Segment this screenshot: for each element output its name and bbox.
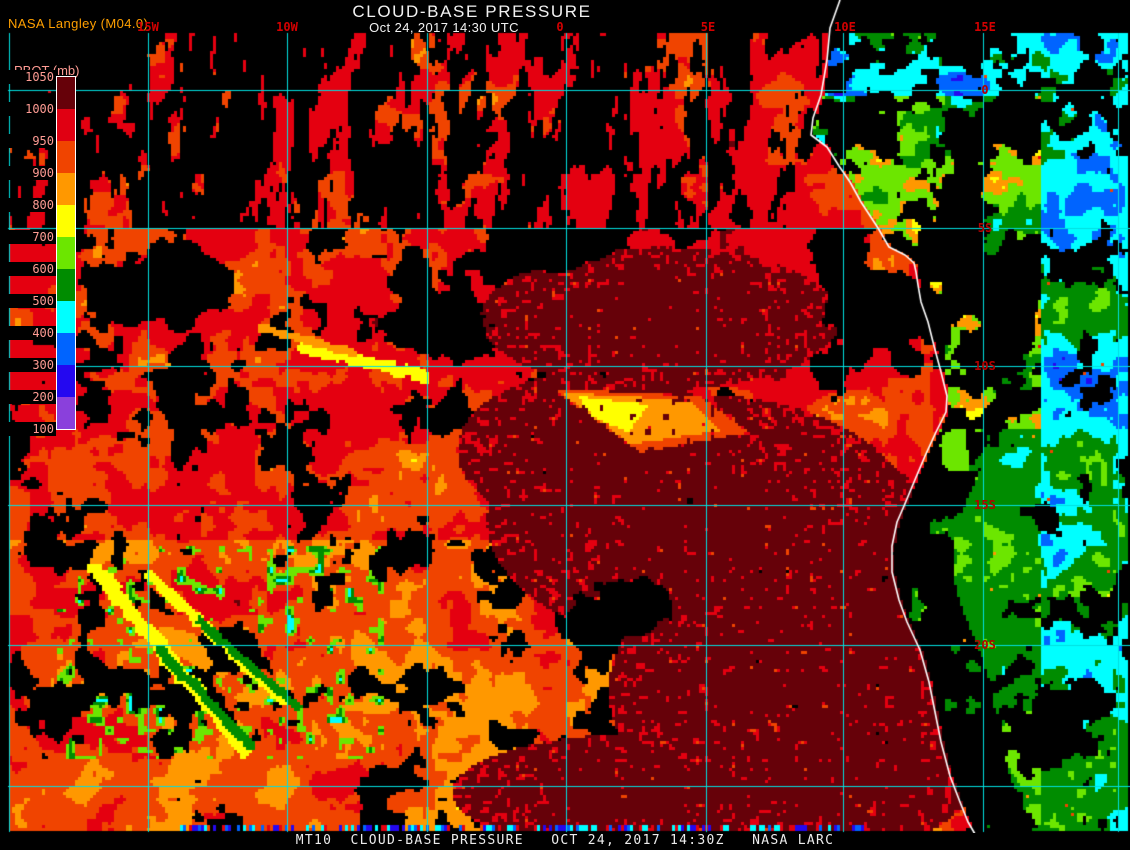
colorbar-swatch-9 bbox=[57, 365, 75, 397]
lat-label-5S: 5S bbox=[977, 221, 993, 235]
lon-label-5E: 5E bbox=[700, 20, 716, 34]
lat-label-15S: 15S bbox=[974, 498, 996, 512]
colorbar-tick-950: 950 bbox=[4, 134, 56, 148]
colorbar-swatch-3 bbox=[57, 173, 75, 205]
page-title: CLOUD-BASE PRESSURE bbox=[352, 2, 592, 21]
lon-label-15E: 15E bbox=[974, 20, 996, 34]
lat-label-0: 0 bbox=[981, 83, 989, 97]
colorbar-swatch-10 bbox=[57, 397, 75, 429]
colorbar-tick-700: 700 bbox=[4, 230, 56, 244]
colorbar-tick-800: 800 bbox=[4, 198, 56, 212]
colorbar-tick-1000: 1000 bbox=[4, 102, 56, 116]
colorbar-tick-1050: 1050 bbox=[4, 70, 56, 84]
colorbar-tick-400: 400 bbox=[4, 326, 56, 340]
lat-label-20S: 20S bbox=[974, 638, 996, 652]
lat-label-10S: 10S bbox=[974, 359, 996, 373]
colorbar-swatch-2 bbox=[57, 141, 75, 173]
colorbar-swatch-0 bbox=[57, 77, 75, 109]
lon-label-10E: 10E bbox=[834, 20, 856, 34]
colorbar-tick-600: 600 bbox=[4, 262, 56, 276]
colorbar-swatch-4 bbox=[57, 205, 75, 237]
colorbar-scale bbox=[56, 76, 76, 430]
colorbar-swatch-7 bbox=[57, 301, 75, 333]
colorbar-tick-300: 300 bbox=[4, 358, 56, 372]
colorbar-tick-500: 500 bbox=[4, 294, 56, 308]
colorbar-swatch-5 bbox=[57, 237, 75, 269]
credit-label: NASA Langley (M04.0) bbox=[8, 16, 149, 31]
colorbar-swatch-1 bbox=[57, 109, 75, 141]
colorbar-swatch-8 bbox=[57, 333, 75, 365]
timestamp-label: Oct 24, 2017 14:30 UTC bbox=[369, 20, 519, 35]
lon-label-0: 0 bbox=[556, 20, 564, 34]
lon-label-15W: 15W bbox=[137, 20, 159, 34]
colorbar-tick-900: 900 bbox=[4, 166, 56, 180]
colorbar-swatch-6 bbox=[57, 269, 75, 301]
footer-caption: MT10 CLOUD-BASE PRESSURE OCT 24, 2017 14… bbox=[0, 833, 1130, 850]
colorbar-tick-100: 100 bbox=[4, 422, 56, 436]
colorbar-tick-200: 200 bbox=[4, 390, 56, 404]
lon-label-10W: 10W bbox=[276, 20, 298, 34]
